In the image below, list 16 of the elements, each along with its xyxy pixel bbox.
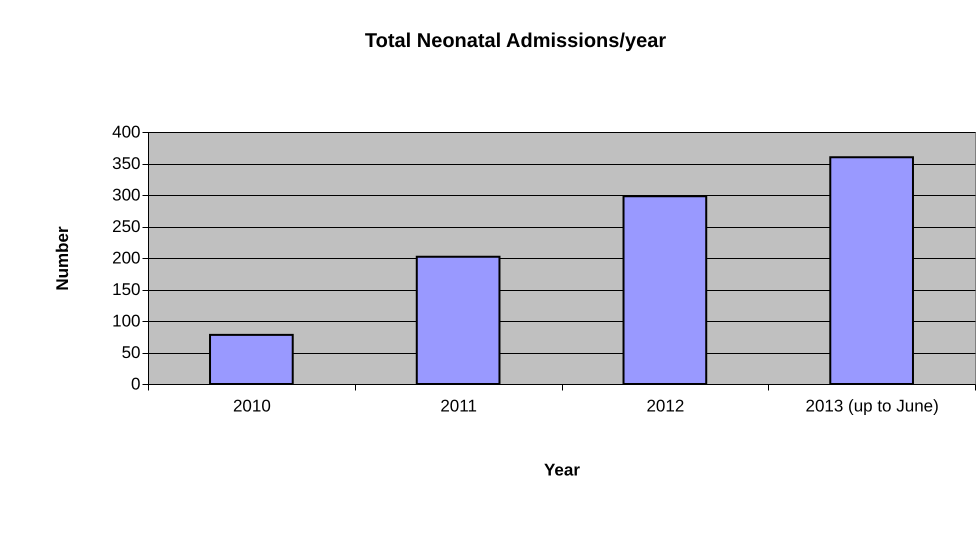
y-tick-label: 350 — [112, 154, 140, 173]
y-tick-label: 150 — [112, 280, 140, 299]
chart-title: Total Neonatal Admissions/year — [364, 30, 666, 52]
x-tick-label: 2012 — [646, 396, 684, 416]
y-tick-label: 0 — [131, 374, 140, 394]
x-axis-title: Year — [544, 460, 580, 480]
x-tick-label: 2011 — [440, 396, 477, 416]
y-axis-title: Number — [53, 226, 72, 291]
x-tick-label: 2013 (up to June) — [805, 396, 939, 416]
y-tick-label: 50 — [122, 343, 140, 362]
y-tick-label: 200 — [112, 248, 140, 268]
y-tick-label: 250 — [112, 217, 140, 236]
y-tick-label: 100 — [112, 312, 140, 330]
x-tick-label: 2010 — [232, 396, 271, 416]
y-tick-label: 400 — [112, 122, 140, 142]
y-tick-label: 300 — [112, 186, 140, 204]
